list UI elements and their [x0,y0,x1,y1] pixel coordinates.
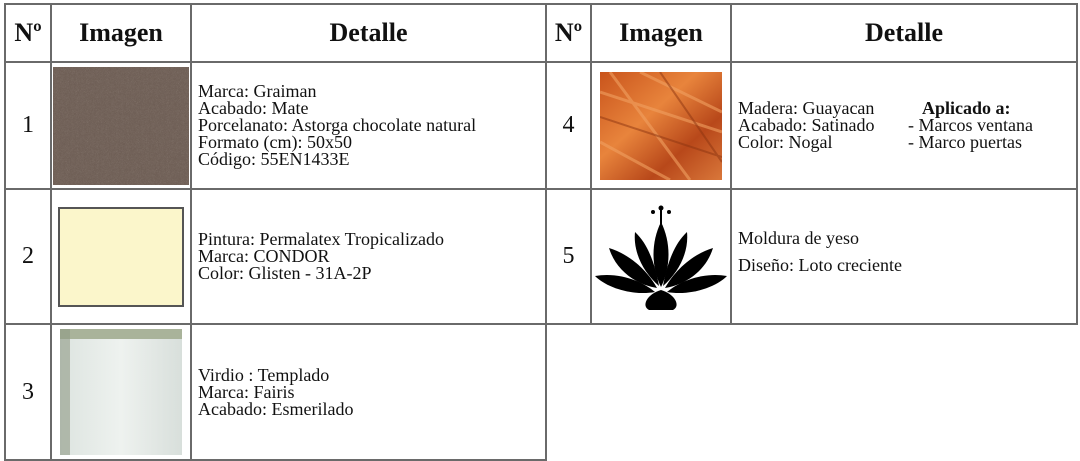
number: 3 [4,323,52,461]
header-cell: Nº [545,3,592,63]
image-cell [50,323,192,461]
row: 3 Virdio : Templado Marca: Fairis Acabad… [4,323,1077,461]
number: 1 [4,61,52,190]
detail-column: Madera: Guayacan Acabado: Satinado Color… [738,98,908,152]
detail-line: Porcelanato: Astorga chocolate natural [198,115,477,135]
header-row: Nº Imagen Detalle Nº Imagen Detalle [4,3,1078,63]
detail-line: Marca: Fairis [198,381,295,402]
detail-line: Virdio : Templado [198,364,330,385]
detail-line: Acabado: Satinado [738,115,875,135]
row: 2 Pintura: Permalatex Tropicalizado Marc… [4,188,1078,325]
applied-title: Aplicado a: [922,98,1011,118]
detail-line: Código: 55EN1433E [198,149,350,169]
detail-line: Acabado: Mate [198,98,309,118]
glass-image [60,329,182,455]
materials-table: Nº Imagen Detalle Nº Imagen Detalle 1 Ma… [4,3,1078,461]
header-cell: Imagen [50,3,192,63]
row: 1 Marca: Graiman Acabado: Mate Porcelana… [4,61,1078,190]
detail-columns: Madera: Guayacan Acabado: Satinado Color… [738,98,1076,152]
image-cell [590,188,732,325]
lotus-icon [595,205,727,310]
detail-line: Moldura de yeso [738,227,859,248]
header-cell: Detalle [190,3,547,63]
header-cell: Detalle [730,3,1078,63]
image-cell [50,188,192,325]
paint-swatch [58,206,184,307]
detail-line: Color: Nogal [738,132,833,152]
detail-line: Diseño: Loto creciente [738,254,902,275]
detail-line: Pintura: Permalatex Tropicalizado [198,229,444,249]
details: Virdio : Templado Marca: Fairis Acabado:… [190,323,547,461]
empty-cell [545,324,1077,460]
image-cell [590,61,732,190]
detail-line: Madera: Guayacan [738,98,875,118]
image-cell [50,61,192,190]
detail-line: Acabado: Esmerilado [198,398,354,419]
detail-line: Marca: Graiman [198,81,317,101]
detail-line: - Marco puertas [908,132,1022,152]
detail-line: Color: Glisten - 31A-2P [198,263,372,283]
detail-line: Formato (cm): 50x50 [198,132,352,152]
wood-image [600,71,722,180]
header-cell: Nº [4,3,52,63]
detail-line: - Marcos ventana [908,115,1033,135]
detail-line: Marca: CONDOR [198,246,330,266]
details: Madera: Guayacan Acabado: Satinado Color… [730,61,1078,190]
details: Marca: Graiman Acabado: Mate Porcelanato… [190,61,547,190]
details: Moldura de yeso Diseño: Loto creciente [730,188,1078,325]
number: 4 [545,61,592,190]
details: Pintura: Permalatex Tropicalizado Marca:… [190,188,547,325]
number: 5 [545,188,592,325]
tile-image [53,66,189,185]
header-cell: Imagen [590,3,732,63]
number: 2 [4,188,52,325]
detail-column: Aplicado a: - Marcos ventana - Marco pue… [908,98,1033,152]
